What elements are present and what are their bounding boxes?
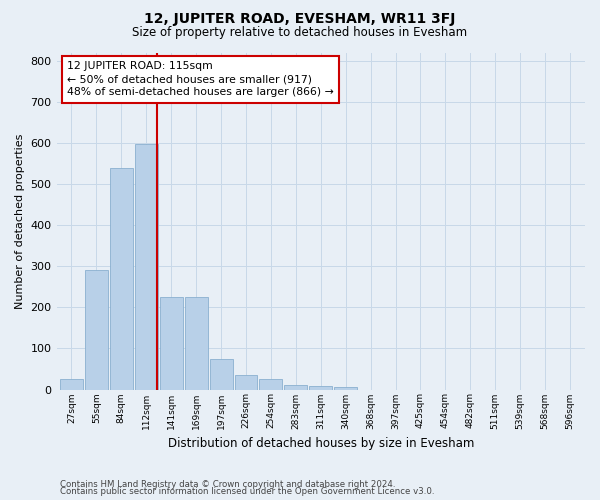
Bar (209, 358, 233, 390)
Y-axis label: Number of detached properties: Number of detached properties (15, 134, 25, 308)
Bar (259, 379, 283, 390)
Text: 12, JUPITER ROAD, EVESHAM, WR11 3FJ: 12, JUPITER ROAD, EVESHAM, WR11 3FJ (145, 12, 455, 26)
Bar (110, 168, 133, 390)
Bar (334, 388, 357, 390)
Bar (60, 379, 83, 390)
X-axis label: Distribution of detached houses by size in Evesham: Distribution of detached houses by size … (167, 437, 474, 450)
Bar (185, 297, 208, 390)
Bar (135, 144, 158, 390)
Text: Contains HM Land Registry data © Crown copyright and database right 2024.: Contains HM Land Registry data © Crown c… (60, 480, 395, 489)
Text: 12 JUPITER ROAD: 115sqm
← 50% of detached houses are smaller (917)
48% of semi-d: 12 JUPITER ROAD: 115sqm ← 50% of detache… (67, 61, 334, 98)
Bar (235, 375, 257, 390)
Bar (85, 270, 108, 390)
Text: Size of property relative to detached houses in Evesham: Size of property relative to detached ho… (133, 26, 467, 39)
Text: Contains public sector information licensed under the Open Government Licence v3: Contains public sector information licen… (60, 487, 434, 496)
Bar (284, 386, 307, 390)
Bar (310, 386, 332, 390)
Bar (160, 297, 182, 390)
